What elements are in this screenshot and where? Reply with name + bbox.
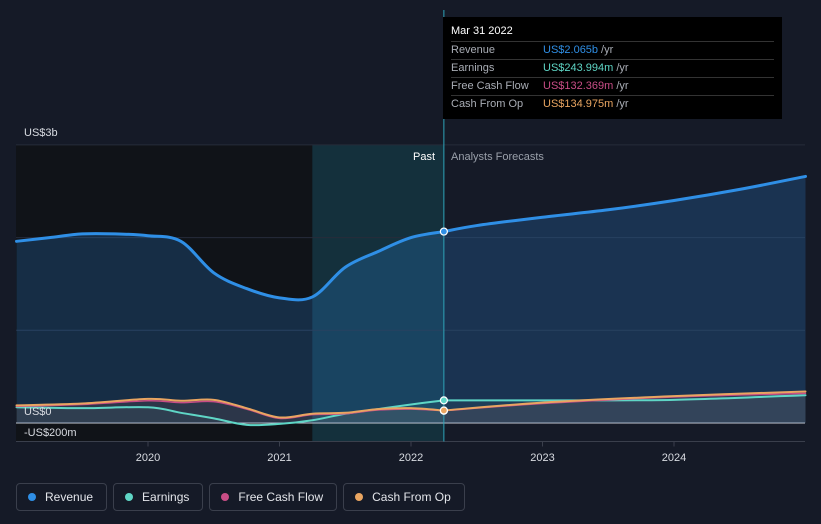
- tooltip-unit: /yr: [616, 80, 629, 92]
- tooltip-value: US$134.975m: [543, 98, 614, 110]
- x-tick-label: 2024: [662, 452, 686, 464]
- legend-dot-icon: [125, 493, 134, 501]
- legend-dot-icon: [28, 493, 36, 501]
- tooltip-label: Cash From Op: [451, 98, 524, 110]
- earnings-forecast-line: [442, 394, 807, 402]
- y-axis-label-zero: US$0: [24, 406, 52, 418]
- tooltip: Mar 31 2022 Revenue US$2.065b /yr Earnin…: [443, 17, 782, 119]
- tooltip-label: Free Cash Flow: [451, 80, 529, 92]
- revenue-area: [16, 176, 806, 423]
- tooltip-value: US$2.065b: [543, 44, 599, 56]
- tooltip-unit: /yr: [601, 44, 614, 56]
- legend-item-revenue[interactable]: Revenue: [16, 483, 108, 511]
- x-tick-label: 2023: [530, 452, 554, 464]
- legend-dot-icon: [221, 493, 230, 501]
- legend-label: Cash From Op: [372, 490, 451, 504]
- tooltip-label: Earnings: [451, 62, 495, 74]
- tooltip-row-cash-from-op: Cash From Op US$134.975m /yr: [451, 95, 774, 113]
- financial-chart: US$3b US$0 -US$200m Past Analysts Foreca…: [15, 10, 807, 464]
- cash-from-op-forecast-line: [442, 390, 807, 412]
- tooltip-date: Mar 31 2022: [451, 25, 513, 37]
- revenue-marker: [439, 227, 448, 236]
- legend: Revenue Earnings Free Cash Flow Cash Fro…: [16, 483, 465, 511]
- tooltip-value: US$132.369m: [543, 80, 614, 92]
- x-tick-label: 2021: [267, 452, 291, 464]
- revenue-forecast-line: [442, 174, 807, 234]
- tooltip-unit: /yr: [616, 62, 629, 74]
- series-lines: [15, 174, 807, 427]
- legend-label: Revenue: [45, 490, 94, 504]
- tooltip-row-free-cash-flow: Free Cash Flow US$132.369m /yr: [451, 77, 774, 95]
- tooltip-label: Revenue: [451, 44, 496, 56]
- legend-dot-icon: [355, 493, 364, 501]
- earnings-marker: [439, 396, 448, 405]
- x-axis-ticks: 2020 2021 2022 2023 2024: [136, 441, 686, 464]
- y-axis-label-negative: -US$200m: [24, 427, 77, 439]
- legend-label: Earnings: [142, 490, 190, 504]
- cash-from-op-line: [15, 397, 445, 419]
- legend-item-cash-from-op[interactable]: Cash From Op: [343, 483, 465, 511]
- legend-item-free-cash-flow[interactable]: Free Cash Flow: [209, 483, 338, 511]
- tooltip-unit: /yr: [616, 98, 629, 110]
- past-label: Past: [413, 151, 435, 163]
- legend-label: Free Cash Flow: [238, 490, 324, 504]
- revenue-line: [15, 230, 446, 302]
- x-tick-label: 2020: [136, 452, 160, 464]
- tooltip-row-earnings: Earnings US$243.994m /yr: [451, 59, 774, 77]
- earnings-area: [16, 395, 806, 426]
- legend-item-earnings[interactable]: Earnings: [113, 483, 204, 511]
- y-axis-label-top: US$3b: [24, 127, 58, 139]
- forecast-label: Analysts Forecasts: [451, 151, 544, 163]
- x-tick-label: 2022: [399, 452, 423, 464]
- recent-highlight-band: [312, 144, 444, 442]
- series-markers: [439, 227, 448, 415]
- tooltip-value: US$243.994m: [543, 62, 614, 74]
- cash-from-op-marker: [439, 406, 448, 415]
- tooltip-row-revenue: Revenue US$2.065b /yr: [451, 41, 774, 59]
